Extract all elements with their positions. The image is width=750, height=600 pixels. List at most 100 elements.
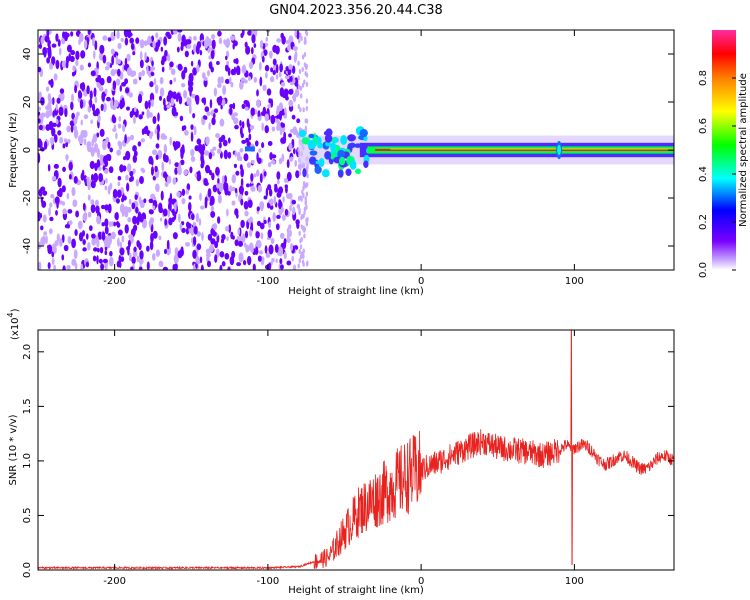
noise-speckle (292, 206, 296, 216)
noise-speckle (113, 99, 119, 108)
noise-speckle (306, 173, 309, 179)
noise-speckle (129, 170, 134, 177)
noise-speckle (217, 30, 222, 37)
noise-speckle (120, 37, 124, 42)
noise-speckle (173, 77, 177, 82)
noise-speckle (165, 245, 171, 256)
noise-speckle (238, 185, 244, 195)
noise-speckle (305, 105, 309, 111)
noise-speckle (203, 150, 210, 156)
noise-speckle (274, 185, 278, 193)
noise-speckle (167, 208, 171, 218)
noise-speckle (180, 83, 186, 88)
noise-speckle (305, 204, 308, 210)
noise-speckle (48, 228, 53, 235)
snr-frame (37, 329, 675, 571)
noise-speckle (66, 44, 72, 53)
noise-speckle (245, 45, 251, 55)
ridge-blob (339, 156, 346, 166)
noise-speckle (70, 124, 74, 133)
noise-speckle (239, 80, 244, 90)
noise-speckle (41, 235, 46, 246)
noise-speckle (168, 158, 172, 165)
noise-speckle (45, 110, 50, 119)
noise-speckle (59, 88, 65, 94)
noise-speckle (110, 231, 116, 240)
colorbar-tick-label: 0.4 (698, 166, 709, 182)
noise-speckle (217, 76, 222, 85)
noise-speckle (240, 178, 244, 186)
noise-speckle (98, 172, 104, 182)
noise-speckle (166, 175, 172, 184)
noise-speckle (192, 43, 197, 53)
noise-speckle (163, 135, 168, 140)
noise-speckle (265, 36, 269, 42)
noise-speckle (169, 136, 172, 146)
noise-speckle (250, 248, 254, 253)
noise-speckle (141, 69, 146, 77)
noise-speckle (138, 71, 142, 78)
noise-speckle (47, 102, 52, 110)
top-x-axis-label: Height of straight line (km) (288, 286, 424, 297)
noise-speckle (226, 236, 229, 241)
noise-speckle (80, 50, 86, 59)
y-tick-label: -40 (22, 238, 33, 254)
noise-speckle (265, 187, 269, 198)
noise-speckle (74, 84, 78, 94)
noise-speckle (161, 161, 165, 172)
noise-speckle (195, 44, 200, 55)
noise-speckle (132, 79, 136, 85)
noise-speckle (230, 186, 236, 192)
noise-speckle (303, 210, 306, 216)
noise-speckle (149, 217, 155, 225)
x-tick-label: 100 (565, 276, 584, 287)
noise-speckle (181, 188, 186, 197)
noise-speckle (169, 79, 173, 85)
noise-speckle (149, 112, 153, 118)
noise-speckle (288, 133, 292, 138)
noise-speckle (239, 147, 244, 153)
noise-speckle (302, 181, 306, 187)
colorbar-tick-label: 0.6 (698, 118, 709, 134)
noise-speckle (286, 260, 292, 266)
noise-speckle (210, 66, 214, 73)
noise-speckle (280, 122, 286, 128)
noise-speckle (72, 65, 76, 72)
noise-speckle (210, 210, 216, 218)
noise-speckle (107, 141, 111, 149)
noise-speckle (77, 220, 83, 230)
noise-speckle (55, 119, 59, 125)
noise-speckle (117, 229, 123, 236)
noise-speckle (162, 208, 168, 217)
noise-speckle (66, 125, 71, 133)
noise-speckle (265, 252, 271, 259)
noise-speckle (172, 30, 178, 35)
noise-speckle (164, 181, 169, 187)
noise-speckle (150, 66, 156, 71)
noise-speckle (101, 204, 106, 210)
noise-speckle (94, 199, 99, 207)
noise-speckle (100, 263, 105, 270)
noise-speckle (229, 256, 235, 266)
noise-speckle (169, 61, 174, 68)
ridge-blob (340, 134, 348, 145)
noise-speckle (39, 212, 43, 219)
noise-speckle (275, 258, 278, 263)
noise-speckle (285, 185, 288, 194)
noise-speckle (171, 216, 175, 222)
noise-speckle (178, 95, 183, 105)
noise-speckle (280, 81, 286, 87)
noise-speckle (87, 194, 91, 201)
noise-speckle (61, 185, 66, 193)
noise-speckle (208, 122, 211, 131)
noise-speckle (244, 230, 249, 239)
noise-speckle (155, 154, 159, 161)
x-tick-label: -100 (257, 276, 280, 287)
noise-speckle (193, 125, 197, 136)
noise-speckle (210, 205, 215, 212)
noise-speckle (173, 253, 179, 264)
noise-speckle (81, 169, 85, 178)
y-tick-label: 20 (22, 96, 33, 109)
noise-speckle (181, 70, 186, 80)
noise-speckle (51, 250, 55, 258)
